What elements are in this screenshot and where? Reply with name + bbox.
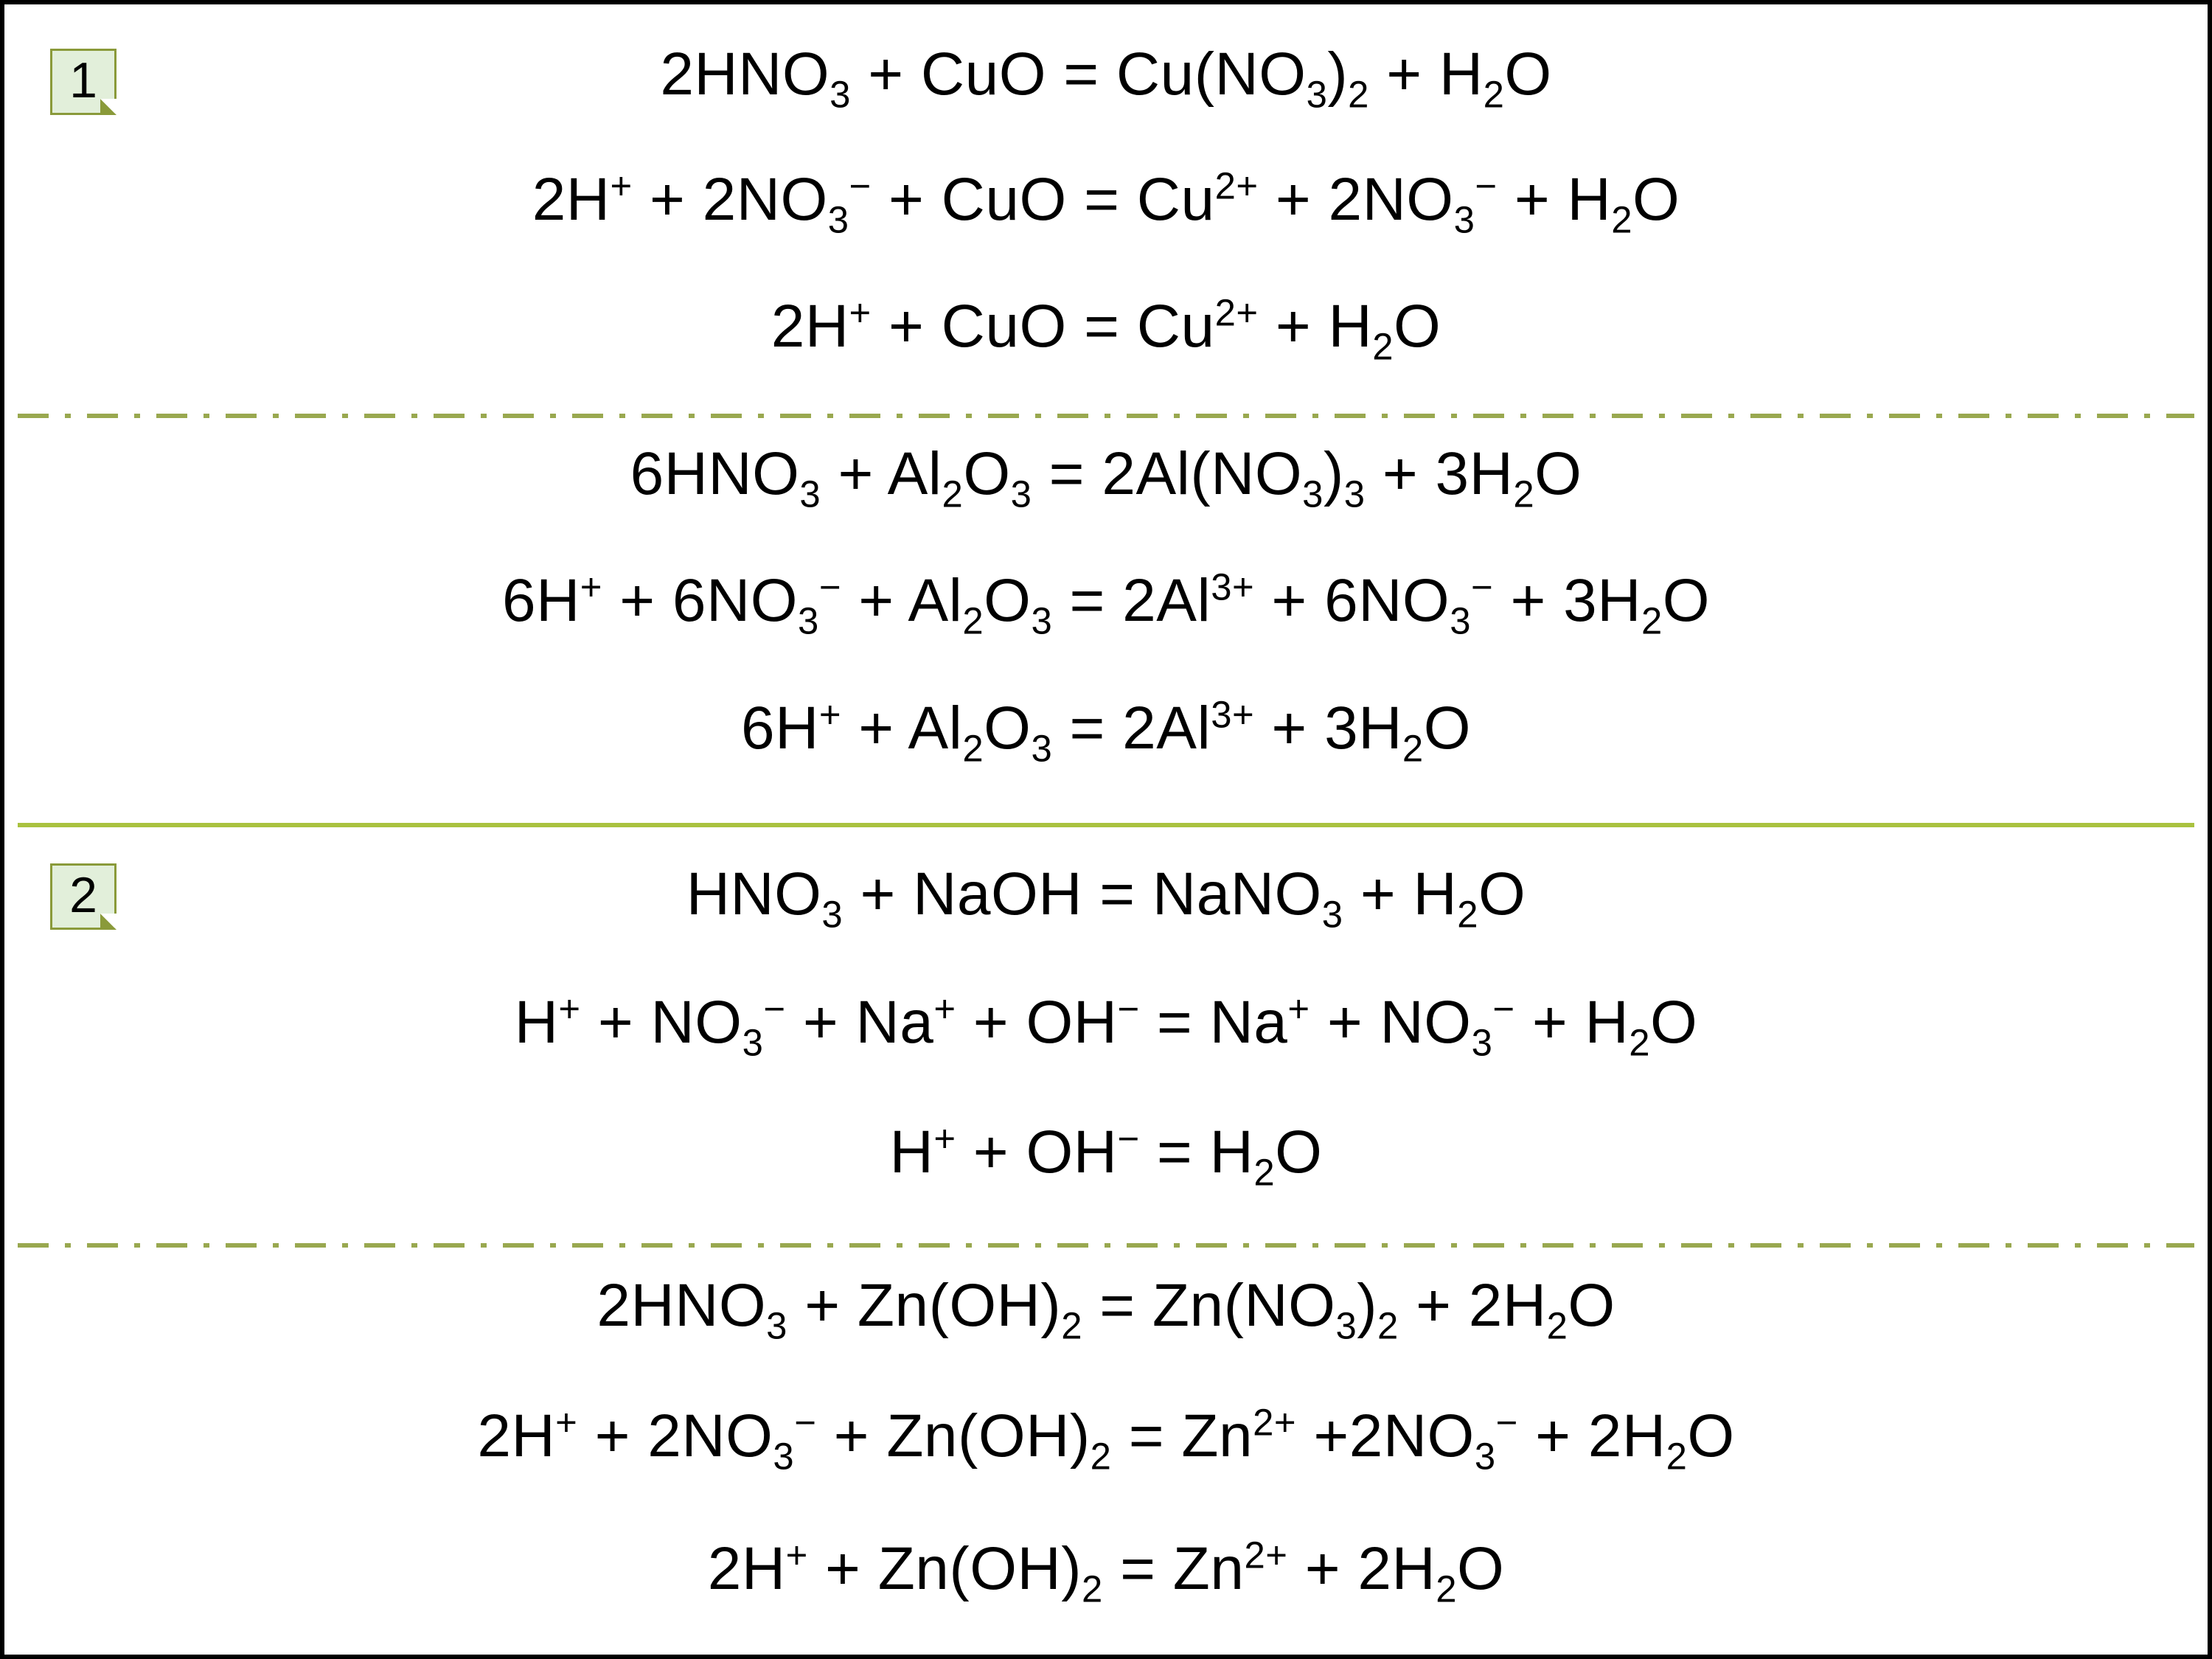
equation-line: 6H+ + 6NO3− + Al2O3 = 2Al3+ + 6NO3− + 3H… xyxy=(4,566,2208,636)
slide: 122HNO3 + CuO = Cu(NO3)2 + H2O2H+ + 2NO3… xyxy=(0,0,2212,1659)
divider-solid xyxy=(18,823,2194,827)
equation-line: 6HNO3 + Al2O3 = 2Al(NO3)3 + 3H2O xyxy=(4,439,2208,509)
equation-line: 2H+ + 2NO3− + Zn(OH)2 = Zn2+ +2NO3− + 2H… xyxy=(4,1402,2208,1471)
equation-line: 2H+ + Zn(OH)2 = Zn2+ + 2H2O xyxy=(4,1534,2208,1604)
equation-line: 6H+ + Al2O3 = 2Al3+ + 3H2O xyxy=(4,694,2208,763)
equation-line: H+ + OH− = H2O xyxy=(4,1118,2208,1187)
equation-line: 2HNO3 + Zn(OH)2 = Zn(NO3)2 + 2H2O xyxy=(4,1271,2208,1340)
equation-line: HNO3 + NaOH = NaNO3 + H2O xyxy=(4,860,2208,929)
divider-dashdot xyxy=(18,1243,2194,1248)
equation-line: 2HNO3 + CuO = Cu(NO3)2 + H2O xyxy=(4,40,2208,109)
equation-line: 2H+ + CuO = Cu2+ + H2O xyxy=(4,292,2208,361)
equation-line: H+ + NO3− + Na+ + OH− = Na+ + NO3− + H2O xyxy=(4,988,2208,1057)
equation-line: 2H+ + 2NO3− + CuO = Cu2+ + 2NO3− + H2O xyxy=(4,165,2208,234)
divider-dashdot xyxy=(18,414,2194,418)
